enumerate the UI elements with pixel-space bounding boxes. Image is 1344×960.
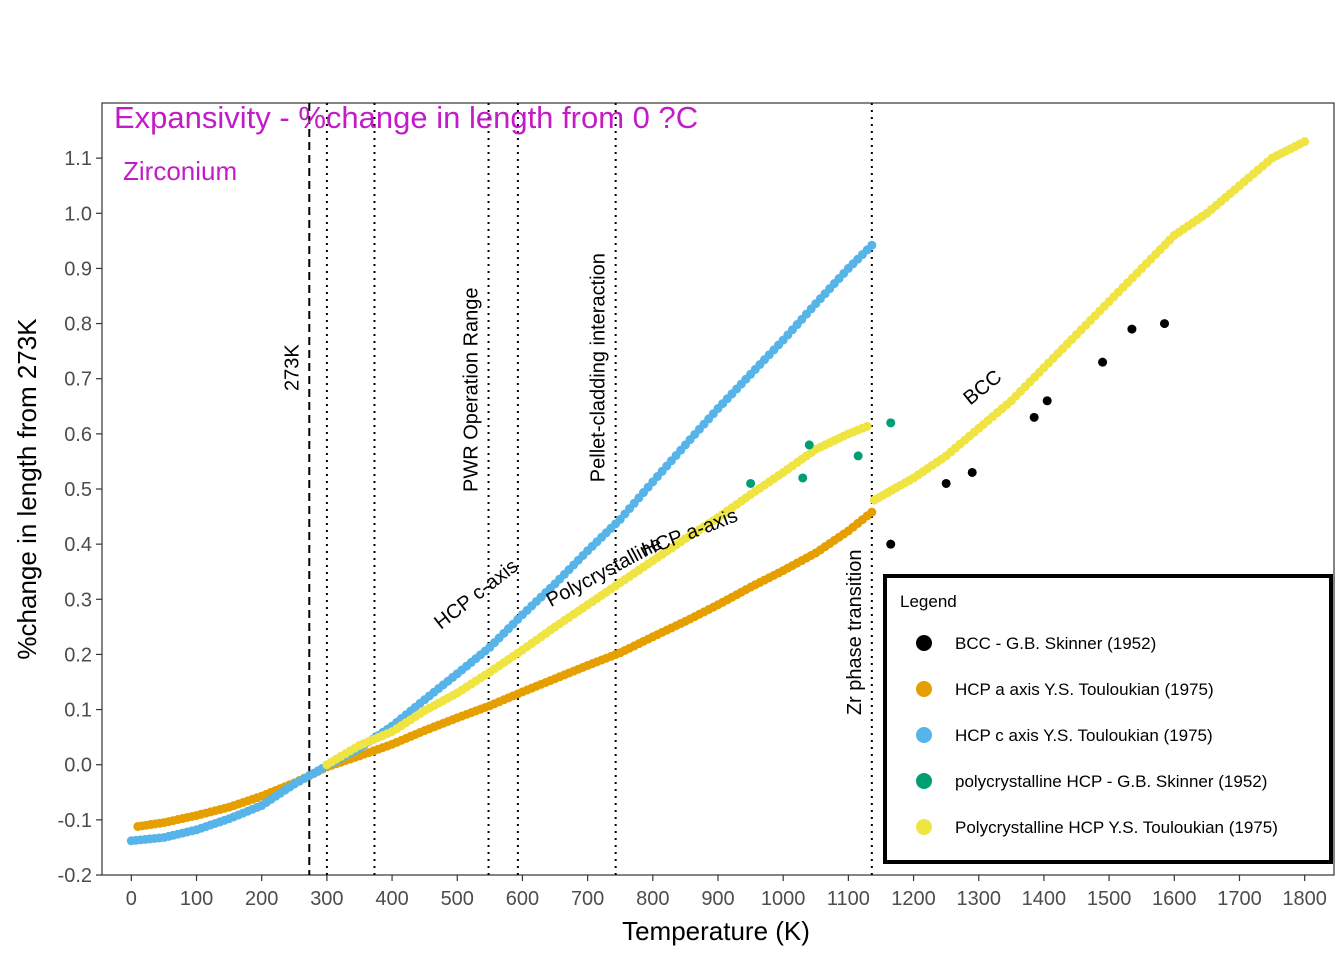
series-polycrystalline-hcp-g-b-skinner-1952 [746, 418, 896, 488]
x-tick-label: 300 [310, 888, 343, 910]
data-point [967, 467, 977, 477]
data-point [941, 478, 951, 488]
legend-label-hcp-c: HCP c axis Y.S. Touloukian (1975) [955, 726, 1213, 745]
legend-label-bcc: BCC - G.B. Skinner (1952) [955, 634, 1156, 653]
y-tick-label: -0.1 [58, 810, 92, 832]
x-tick-label: 500 [441, 888, 474, 910]
y-axis-title: %change in length from 273K [12, 318, 42, 660]
data-point [886, 539, 896, 549]
data-points [126, 137, 1310, 846]
data-point [1300, 137, 1310, 147]
reference-lines: 273K PWR Operation Range Pellet-cladding i… [281, 103, 873, 875]
legend-key-hcp-c [916, 727, 932, 743]
x-tick-label: 1200 [891, 888, 936, 910]
legend-label-hcp-a: HCP a axis Y.S. Touloukian (1975) [955, 680, 1214, 699]
y-tick-label: 0.1 [64, 700, 92, 722]
legend-label-poly-skinner: polycrystalline HCP - G.B. Skinner (1952… [955, 772, 1267, 791]
y-tick-label: 0.4 [64, 534, 92, 556]
y-tick-label: 0.8 [64, 314, 92, 336]
x-tick-label: 700 [571, 888, 604, 910]
annotation-bcc: BCC [959, 366, 1006, 410]
vline-label-pellet-cladding-interaction: Pellet-cladding interaction [588, 253, 610, 482]
data-point [1160, 319, 1170, 329]
x-tick-label: 1300 [956, 888, 1001, 910]
data-point [1127, 324, 1137, 334]
data-point [746, 478, 756, 488]
x-tick-label: 0 [126, 888, 137, 910]
data-point [886, 418, 896, 428]
y-tick-label: 0.6 [64, 424, 92, 446]
y-tick-label: 0.0 [64, 755, 92, 777]
x-tick-label: 400 [375, 888, 408, 910]
series-hcp-c-axis-y-s-touloukian-1975 [126, 240, 877, 846]
x-axis-title: Temperature (K) [622, 916, 810, 946]
data-point [853, 451, 863, 461]
x-tick-label: 1400 [1022, 888, 1067, 910]
legend-key-poly-skinner [916, 773, 932, 789]
x-tick-label: 1700 [1217, 888, 1262, 910]
legend: Legend BCC - G.B. Skinner (1952) HCP a a… [883, 574, 1333, 864]
annotation-hcp-c-axis: HCP c-axis [430, 555, 522, 634]
x-tick-label: 1800 [1282, 888, 1327, 910]
x-axis: 0 100 200 300 400 500 600 700 800 900 1000 1100 1200… [126, 875, 1327, 910]
series-hcp-a-axis-y-s-touloukian-1975 [133, 507, 877, 831]
x-tick-label: 1000 [761, 888, 806, 910]
x-tick-label: 1600 [1152, 888, 1197, 910]
vline-label-273k: 273K [281, 344, 303, 391]
y-tick-label: 0.7 [64, 369, 92, 391]
data-point [867, 507, 877, 517]
x-tick-label: 600 [506, 888, 539, 910]
y-tick-label: 0.2 [64, 644, 92, 666]
x-tick-label: 800 [636, 888, 669, 910]
legend-label-poly-touloukian: Polycrystalline HCP Y.S. Touloukian (197… [955, 818, 1278, 837]
legend-box [883, 574, 1333, 864]
legend-key-bcc [916, 635, 932, 651]
series-bcc-g-b-skinner-1952 [886, 319, 1170, 549]
y-tick-label: 1.0 [64, 203, 92, 225]
x-tick-label: 200 [245, 888, 278, 910]
legend-key-poly-touloukian [916, 819, 932, 835]
data-point [867, 240, 877, 250]
x-tick-label: 900 [701, 888, 734, 910]
data-point [862, 421, 872, 431]
x-tick-label: 100 [180, 888, 213, 910]
chart-subtitle: Zirconium [123, 156, 237, 186]
y-tick-label: 0.3 [64, 589, 92, 611]
legend-key-hcp-a [916, 681, 932, 697]
x-tick-label: 1100 [827, 888, 870, 910]
data-point [1042, 396, 1052, 406]
data-point [1098, 357, 1108, 367]
chart-title: Expansivity - %change in length from 0 ?… [114, 100, 698, 135]
y-tick-label: 0.5 [64, 479, 92, 501]
y-tick-label: 0.9 [64, 258, 92, 280]
vline-label-zr-phase-transition: Zr phase transition [844, 550, 866, 716]
data-point [798, 473, 808, 483]
data-point [1029, 412, 1039, 422]
y-axis: -0.2 -0.1 0.0 0.1 0.2 0.3 0.4 0.5 0.6 0.7 0.8 0.9 1.… [58, 148, 102, 887]
y-tick-label: -0.2 [58, 865, 92, 887]
vline-label-pwr-operation-range: PWR Operation Range [461, 287, 483, 492]
legend-title: Legend [900, 592, 957, 611]
x-tick-label: 1500 [1087, 888, 1132, 910]
y-tick-label: 1.1 [64, 148, 92, 170]
series-polycrystalline-hcp-y-s-touloukian-1975 [322, 137, 1310, 770]
data-point [804, 440, 814, 450]
